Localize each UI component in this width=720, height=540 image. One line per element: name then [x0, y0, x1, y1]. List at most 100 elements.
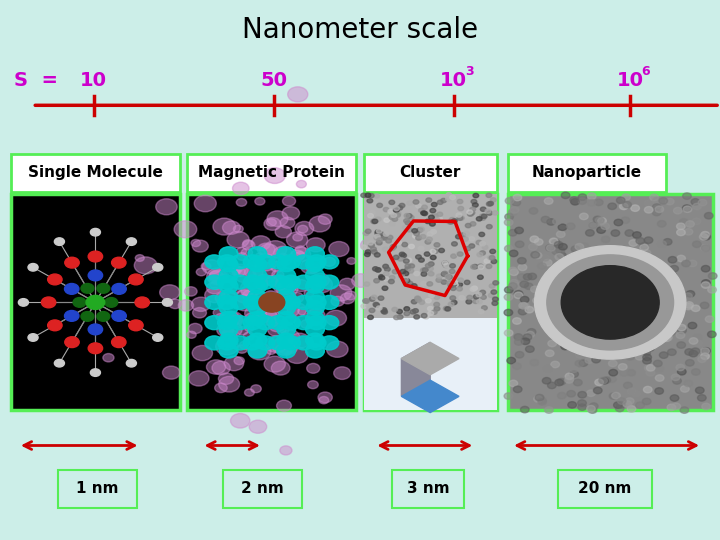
FancyBboxPatch shape: [187, 154, 356, 192]
Circle shape: [652, 308, 661, 314]
Circle shape: [692, 218, 701, 225]
Circle shape: [694, 340, 703, 346]
Circle shape: [258, 310, 278, 325]
Circle shape: [230, 295, 249, 309]
Circle shape: [504, 219, 513, 226]
Circle shape: [256, 255, 275, 269]
Circle shape: [240, 341, 251, 349]
Circle shape: [691, 305, 700, 312]
Circle shape: [218, 373, 233, 384]
Circle shape: [584, 348, 593, 354]
Circle shape: [280, 217, 295, 228]
Circle shape: [673, 311, 682, 318]
Circle shape: [451, 254, 456, 258]
Circle shape: [451, 219, 457, 223]
Circle shape: [347, 258, 356, 264]
Circle shape: [264, 291, 278, 301]
Circle shape: [473, 299, 479, 303]
Circle shape: [275, 226, 292, 238]
Circle shape: [527, 329, 536, 335]
Circle shape: [378, 232, 384, 236]
Circle shape: [631, 309, 640, 315]
Circle shape: [480, 214, 485, 218]
Circle shape: [644, 364, 653, 371]
Circle shape: [608, 203, 616, 210]
Circle shape: [660, 278, 669, 285]
FancyBboxPatch shape: [558, 470, 652, 508]
Circle shape: [595, 266, 603, 273]
Circle shape: [622, 194, 631, 200]
Circle shape: [259, 293, 285, 312]
Circle shape: [646, 369, 654, 376]
Circle shape: [378, 296, 384, 300]
Circle shape: [404, 312, 410, 316]
Circle shape: [441, 198, 446, 202]
Circle shape: [651, 330, 660, 337]
Circle shape: [421, 272, 427, 276]
Circle shape: [597, 227, 606, 233]
Circle shape: [277, 301, 300, 318]
Circle shape: [458, 278, 464, 282]
Circle shape: [456, 287, 462, 291]
Circle shape: [559, 337, 568, 343]
Circle shape: [253, 293, 270, 306]
Circle shape: [445, 307, 451, 311]
Circle shape: [647, 269, 655, 275]
Circle shape: [55, 238, 65, 245]
Circle shape: [221, 312, 243, 328]
Circle shape: [374, 236, 379, 240]
Circle shape: [103, 354, 114, 362]
Circle shape: [437, 212, 443, 217]
Circle shape: [276, 279, 296, 293]
Circle shape: [399, 204, 405, 208]
Circle shape: [660, 352, 668, 359]
Circle shape: [425, 219, 431, 224]
Circle shape: [379, 276, 384, 280]
Circle shape: [387, 235, 393, 240]
Circle shape: [546, 245, 554, 251]
Circle shape: [368, 213, 374, 218]
Circle shape: [640, 279, 649, 286]
Circle shape: [480, 295, 486, 299]
Circle shape: [428, 215, 434, 219]
Circle shape: [534, 246, 685, 359]
Circle shape: [426, 299, 431, 303]
Circle shape: [448, 302, 454, 306]
Circle shape: [639, 288, 648, 294]
Circle shape: [365, 200, 387, 215]
Text: Single Molecule: Single Molecule: [28, 165, 163, 180]
Circle shape: [220, 344, 238, 358]
Circle shape: [389, 215, 395, 220]
Circle shape: [599, 377, 608, 384]
Circle shape: [377, 229, 382, 233]
Circle shape: [640, 272, 649, 279]
Circle shape: [235, 290, 253, 303]
Circle shape: [644, 207, 653, 213]
Circle shape: [699, 234, 708, 240]
Circle shape: [19, 299, 29, 306]
Circle shape: [568, 252, 577, 258]
Circle shape: [680, 219, 688, 225]
Circle shape: [624, 382, 632, 389]
Circle shape: [428, 293, 434, 298]
Circle shape: [667, 404, 676, 410]
Circle shape: [676, 364, 685, 371]
Circle shape: [635, 354, 644, 360]
Circle shape: [374, 194, 379, 198]
Circle shape: [701, 282, 710, 288]
Circle shape: [654, 360, 662, 367]
FancyBboxPatch shape: [58, 470, 137, 508]
Circle shape: [246, 318, 254, 324]
Circle shape: [426, 198, 432, 202]
Circle shape: [708, 331, 716, 338]
Circle shape: [422, 205, 428, 210]
Circle shape: [657, 241, 666, 247]
Text: 6: 6: [642, 65, 650, 78]
Circle shape: [361, 239, 376, 251]
Circle shape: [163, 366, 180, 379]
Circle shape: [589, 222, 598, 228]
Circle shape: [688, 322, 697, 329]
Circle shape: [587, 406, 595, 412]
Circle shape: [256, 315, 275, 329]
Circle shape: [283, 298, 295, 307]
